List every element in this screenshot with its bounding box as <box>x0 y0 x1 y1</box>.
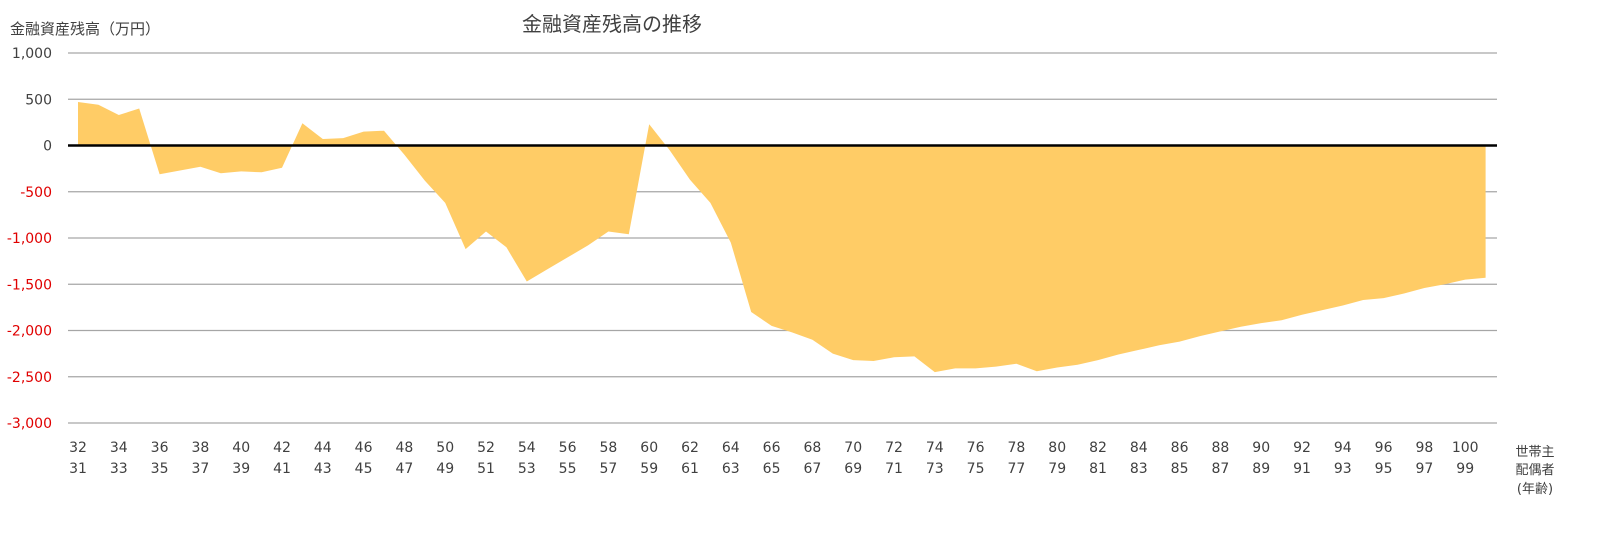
x-tick-label-spouse: 61 <box>681 461 699 477</box>
x-tick-label-spouse: 39 <box>232 461 250 477</box>
x-axis-title-line-2: 配偶者 <box>1515 463 1554 478</box>
x-tick-label-head: 58 <box>599 440 617 456</box>
x-tick-label-head: 74 <box>926 440 944 456</box>
x-tick-label-spouse: 69 <box>844 461 862 477</box>
x-tick-label-head: 52 <box>477 440 495 456</box>
x-tick-label-head: 46 <box>355 440 373 456</box>
x-tick-label-head: 54 <box>518 440 536 456</box>
x-tick-label-spouse: 71 <box>885 461 903 477</box>
x-tick-label-spouse: 35 <box>151 461 169 477</box>
x-tick-label-spouse: 99 <box>1456 461 1474 477</box>
y-tick-label: 500 <box>25 92 52 108</box>
x-tick-label-head: 92 <box>1293 440 1311 456</box>
y-tick-label: -3,000 <box>7 416 52 432</box>
x-tick-label-spouse: 87 <box>1211 461 1229 477</box>
x-tick-label-head: 86 <box>1171 440 1189 456</box>
x-tick-label-head: 82 <box>1089 440 1107 456</box>
area-fill <box>78 102 1486 373</box>
x-tick-label-head: 42 <box>273 440 291 456</box>
x-tick-label-head: 80 <box>1048 440 1066 456</box>
x-tick-label-spouse: 31 <box>69 461 87 477</box>
x-tick-label-spouse: 95 <box>1375 461 1393 477</box>
x-tick-label-head: 62 <box>681 440 699 456</box>
x-tick-label-spouse: 57 <box>599 461 617 477</box>
x-axis-title-line-1: 世帯主 <box>1515 445 1554 460</box>
x-tick-label-head: 44 <box>314 440 332 456</box>
x-tick-label-head: 98 <box>1415 440 1433 456</box>
x-tick-label-head: 64 <box>722 440 740 456</box>
x-tick-label-spouse: 67 <box>803 461 821 477</box>
x-tick-label-head: 96 <box>1375 440 1393 456</box>
x-tick-label-head: 90 <box>1252 440 1270 456</box>
x-tick-label-spouse: 83 <box>1130 461 1148 477</box>
x-tick-labels: 32 34 36 38 40 42 44 46 48 50 52 54 56 58 60 62 64 66 68 70… <box>69 440 1478 477</box>
x-tick-label-head: 94 <box>1334 440 1352 456</box>
x-axis-title: 世帯主 配偶者 (年齢) <box>1515 445 1554 497</box>
y-tick-label: -2,000 <box>7 324 52 340</box>
area-series <box>78 102 1486 373</box>
x-tick-label-spouse: 43 <box>314 461 332 477</box>
x-tick-label-head: 48 <box>395 440 413 456</box>
x-tick-label-head: 38 <box>191 440 209 456</box>
x-tick-label-spouse: 63 <box>722 461 740 477</box>
chart-title: 金融資産残高の推移 <box>522 12 702 36</box>
x-tick-label-spouse: 91 <box>1293 461 1311 477</box>
x-tick-label-head: 100 <box>1452 440 1479 456</box>
x-tick-label-spouse: 75 <box>967 461 985 477</box>
y-axis-label: 金融資産残高（万円） <box>10 20 160 38</box>
y-tick-label: 1,000 <box>12 46 52 62</box>
x-tick-label-spouse: 97 <box>1415 461 1433 477</box>
x-tick-label-spouse: 89 <box>1252 461 1270 477</box>
x-tick-label-head: 32 <box>69 440 87 456</box>
x-tick-label-head: 60 <box>640 440 658 456</box>
x-tick-label-spouse: 51 <box>477 461 495 477</box>
x-tick-label-head: 36 <box>151 440 169 456</box>
x-tick-label-spouse: 49 <box>436 461 454 477</box>
x-tick-label-spouse: 77 <box>1007 461 1025 477</box>
x-tick-label-spouse: 47 <box>395 461 413 477</box>
x-tick-label-head: 66 <box>763 440 781 456</box>
y-tick-label: -1,000 <box>7 231 52 247</box>
x-tick-label-spouse: 73 <box>926 461 944 477</box>
x-axis-title-line-3: (年齢) <box>1517 482 1553 497</box>
x-tick-label-spouse: 65 <box>763 461 781 477</box>
x-tick-label-spouse: 81 <box>1089 461 1107 477</box>
x-tick-label-head: 34 <box>110 440 128 456</box>
x-tick-label-head: 70 <box>844 440 862 456</box>
x-tick-label-spouse: 37 <box>191 461 209 477</box>
y-tick-labels: 1,000 500 0 -500 -1,000 -1,500 -2,000 -2,500 -3,… <box>7 46 52 432</box>
x-tick-label-head: 68 <box>803 440 821 456</box>
x-tick-label-spouse: 33 <box>110 461 128 477</box>
y-tick-label: -500 <box>20 185 52 201</box>
y-tick-label: 0 <box>43 139 52 155</box>
x-tick-label-spouse: 59 <box>640 461 658 477</box>
y-tick-label: -1,500 <box>7 277 52 293</box>
x-tick-label-head: 50 <box>436 440 454 456</box>
x-tick-label-spouse: 55 <box>559 461 577 477</box>
x-tick-label-spouse: 93 <box>1334 461 1352 477</box>
y-tick-label: -2,500 <box>7 370 52 386</box>
x-tick-label-spouse: 79 <box>1048 461 1066 477</box>
x-tick-label-head: 72 <box>885 440 903 456</box>
x-tick-label-head: 78 <box>1007 440 1025 456</box>
x-tick-label-head: 76 <box>967 440 985 456</box>
x-tick-label-head: 88 <box>1211 440 1229 456</box>
x-tick-label-head: 56 <box>559 440 577 456</box>
x-tick-label-head: 40 <box>232 440 250 456</box>
x-tick-label-head: 84 <box>1130 440 1148 456</box>
x-tick-label-spouse: 45 <box>355 461 373 477</box>
x-tick-label-spouse: 53 <box>518 461 536 477</box>
x-tick-label-spouse: 85 <box>1171 461 1189 477</box>
x-tick-label-spouse: 41 <box>273 461 291 477</box>
